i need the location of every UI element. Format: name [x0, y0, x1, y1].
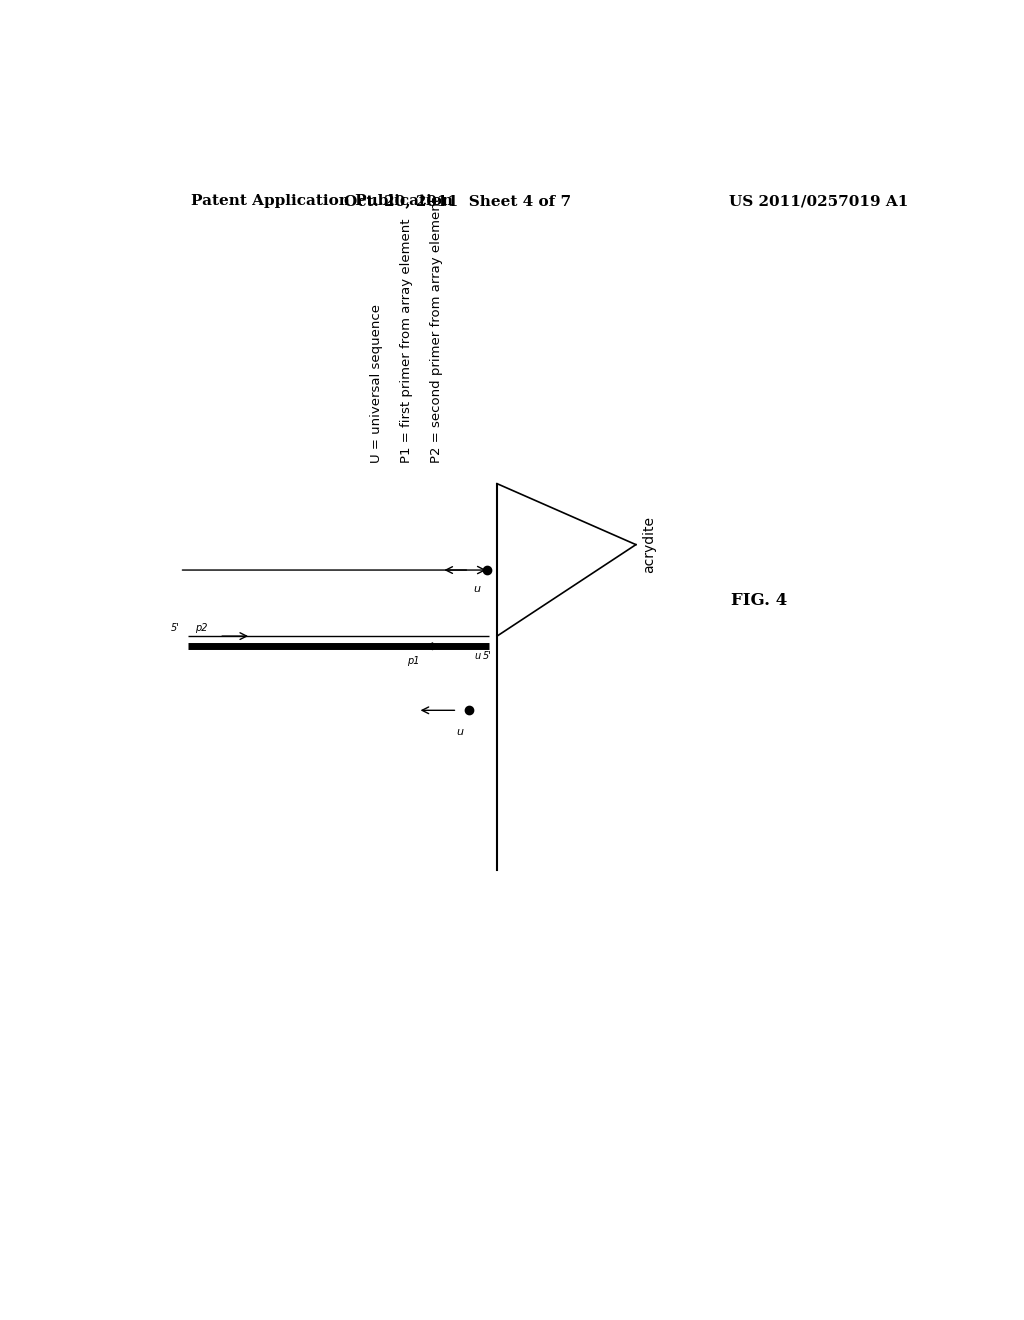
Text: Oct. 20, 2011  Sheet 4 of 7: Oct. 20, 2011 Sheet 4 of 7	[344, 194, 571, 209]
Text: U = universal sequence: U = universal sequence	[370, 305, 383, 463]
Text: u: u	[474, 585, 480, 594]
Text: acrydite: acrydite	[642, 516, 656, 573]
Text: 5': 5'	[482, 651, 492, 661]
Text: p1: p1	[408, 656, 420, 667]
Text: Patent Application Publication: Patent Application Publication	[191, 194, 454, 209]
Text: US 2011/0257019 A1: US 2011/0257019 A1	[729, 194, 908, 209]
Text: u: u	[474, 651, 480, 661]
Text: p2: p2	[196, 623, 208, 634]
Text: 5': 5'	[171, 623, 179, 634]
Text: P1 = first primer from array element: P1 = first primer from array element	[400, 219, 414, 463]
Text: u: u	[457, 726, 463, 737]
Text: P2 = second primer from array element: P2 = second primer from array element	[430, 197, 443, 463]
Text: FIG. 4: FIG. 4	[731, 593, 787, 609]
